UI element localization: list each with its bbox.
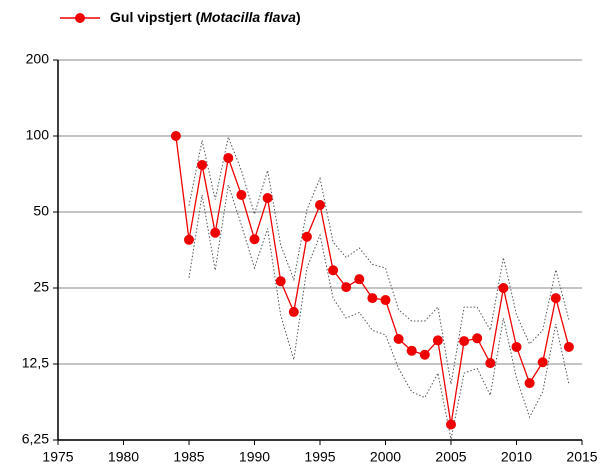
marker [563,341,574,352]
marker [236,189,247,200]
y-tick-label: 100 [26,127,50,143]
y-tick-label: 200 [26,51,50,67]
marker [354,274,365,285]
marker [288,306,299,317]
marker [249,234,260,245]
marker [328,265,339,276]
y-tick-label: 25 [33,279,49,295]
marker [380,295,391,306]
x-tick-label: 1990 [239,449,270,465]
marker [432,335,443,346]
marker [197,159,208,170]
legend-label: Gul vipstjert (Motacilla flava) [110,9,301,25]
marker [301,231,312,242]
marker [472,333,483,344]
x-tick-label: 1995 [304,449,335,465]
marker [498,283,509,293]
marker [170,131,181,141]
marker [459,336,470,347]
marker [262,193,273,204]
x-tick-label: 1985 [173,449,204,465]
x-tick-label: 1975 [42,449,73,465]
marker [537,357,548,368]
marker [446,419,456,430]
legend-marker [75,13,85,23]
marker [210,227,221,238]
y-tick-label: 12,5 [22,355,49,371]
x-tick-label: 2015 [566,449,597,465]
marker [419,349,430,360]
marker [524,378,535,389]
marker [275,276,286,287]
marker [315,199,325,210]
x-tick-label: 1980 [108,449,139,465]
x-tick-label: 2010 [501,449,532,465]
band-lower [188,184,570,440]
y-tick-label: 6,25 [22,431,49,447]
series-line [175,135,570,425]
marker [485,358,496,369]
marker [406,345,417,356]
marker [367,293,378,304]
y-tick-label: 50 [33,203,49,219]
marker [550,293,561,304]
marker [393,334,404,345]
marker [223,153,234,164]
band-upper [188,135,570,385]
marker [511,341,522,352]
x-tick-label: 2005 [435,449,466,465]
x-tick-label: 2000 [370,449,401,465]
marker [184,234,194,245]
marker [341,282,352,293]
